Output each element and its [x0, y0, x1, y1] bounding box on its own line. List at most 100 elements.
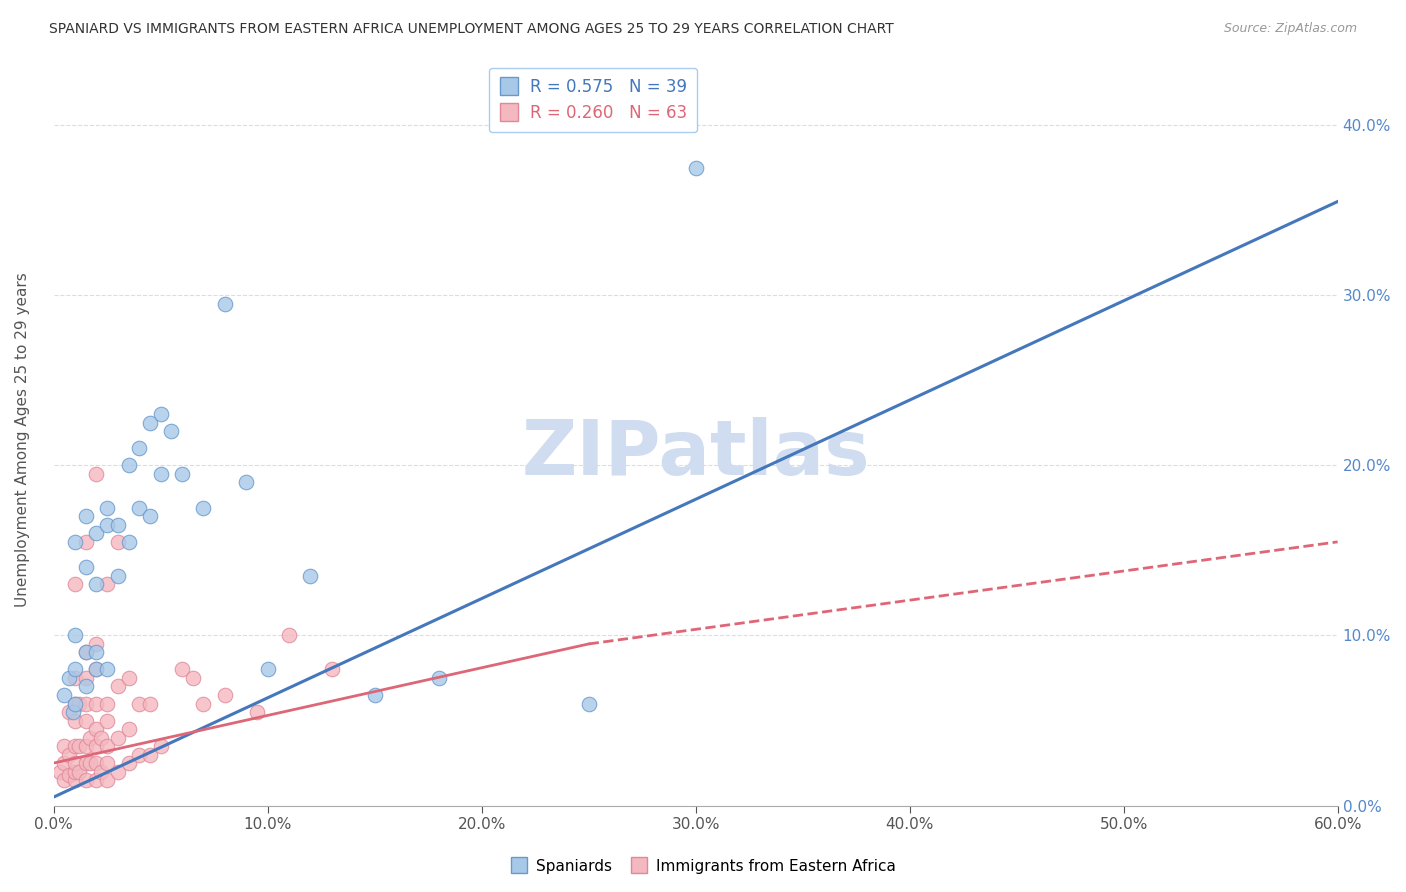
Point — [128, 500, 150, 515]
Point — [96, 739, 118, 753]
Point — [75, 534, 97, 549]
Point — [75, 680, 97, 694]
Point — [63, 739, 86, 753]
Point — [53, 688, 76, 702]
Point — [117, 671, 139, 685]
Point — [67, 764, 90, 779]
Point — [63, 663, 86, 677]
Point — [117, 458, 139, 473]
Point — [63, 697, 86, 711]
Point — [75, 671, 97, 685]
Point — [246, 705, 269, 719]
Point — [75, 756, 97, 770]
Point — [75, 645, 97, 659]
Point — [96, 756, 118, 770]
Point — [58, 747, 80, 762]
Point — [67, 739, 90, 753]
Point — [117, 534, 139, 549]
Point — [63, 764, 86, 779]
Point — [107, 680, 129, 694]
Point — [149, 739, 172, 753]
Point — [63, 628, 86, 642]
Point — [139, 747, 162, 762]
Point — [96, 773, 118, 788]
Point — [58, 768, 80, 782]
Point — [107, 534, 129, 549]
Point — [53, 756, 76, 770]
Text: Source: ZipAtlas.com: Source: ZipAtlas.com — [1223, 22, 1357, 36]
Point — [96, 714, 118, 728]
Point — [75, 509, 97, 524]
Text: SPANIARD VS IMMIGRANTS FROM EASTERN AFRICA UNEMPLOYMENT AMONG AGES 25 TO 29 YEAR: SPANIARD VS IMMIGRANTS FROM EASTERN AFRI… — [49, 22, 894, 37]
Point — [193, 697, 215, 711]
Point — [170, 467, 193, 481]
Point — [63, 756, 86, 770]
Point — [107, 731, 129, 745]
Point — [62, 705, 84, 719]
Point — [86, 577, 108, 591]
Point — [128, 442, 150, 456]
Point — [214, 296, 236, 310]
Point — [58, 705, 80, 719]
Point — [63, 534, 86, 549]
Point — [107, 517, 129, 532]
Point — [86, 467, 108, 481]
Point — [75, 697, 97, 711]
Point — [214, 688, 236, 702]
Point — [86, 773, 108, 788]
Point — [299, 569, 322, 583]
Point — [149, 467, 172, 481]
Point — [90, 764, 112, 779]
Point — [321, 663, 343, 677]
Point — [53, 739, 76, 753]
Point — [49, 764, 72, 779]
Point — [128, 697, 150, 711]
Point — [63, 714, 86, 728]
Point — [90, 731, 112, 745]
Point — [86, 645, 108, 659]
Point — [256, 663, 278, 677]
Point — [139, 416, 162, 430]
Point — [128, 747, 150, 762]
Point — [117, 722, 139, 736]
Point — [139, 509, 162, 524]
Point — [75, 560, 97, 574]
Point — [58, 671, 80, 685]
Legend: Spaniards, Immigrants from Eastern Africa: Spaniards, Immigrants from Eastern Afric… — [503, 853, 903, 880]
Point — [63, 697, 86, 711]
Text: ZIPatlas: ZIPatlas — [522, 417, 870, 491]
Y-axis label: Unemployment Among Ages 25 to 29 years: Unemployment Among Ages 25 to 29 years — [15, 272, 30, 607]
Point — [86, 637, 108, 651]
Point — [235, 475, 257, 490]
Point — [193, 500, 215, 515]
Point — [96, 663, 118, 677]
Point — [96, 500, 118, 515]
Point — [149, 407, 172, 421]
Point — [75, 645, 97, 659]
Point — [139, 697, 162, 711]
Point — [107, 569, 129, 583]
Point — [427, 671, 450, 685]
Point — [96, 577, 118, 591]
Point — [96, 697, 118, 711]
Point — [86, 739, 108, 753]
Point — [86, 663, 108, 677]
Point — [79, 756, 101, 770]
Point — [160, 424, 183, 438]
Point — [578, 697, 600, 711]
Point — [278, 628, 301, 642]
Point — [363, 688, 385, 702]
Point — [75, 739, 97, 753]
Point — [86, 756, 108, 770]
Point — [685, 161, 707, 175]
Point — [75, 714, 97, 728]
Point — [86, 722, 108, 736]
Point — [170, 663, 193, 677]
Point — [86, 697, 108, 711]
Point — [117, 756, 139, 770]
Point — [86, 526, 108, 541]
Point — [53, 773, 76, 788]
Point — [63, 671, 86, 685]
Point — [107, 764, 129, 779]
Point — [79, 731, 101, 745]
